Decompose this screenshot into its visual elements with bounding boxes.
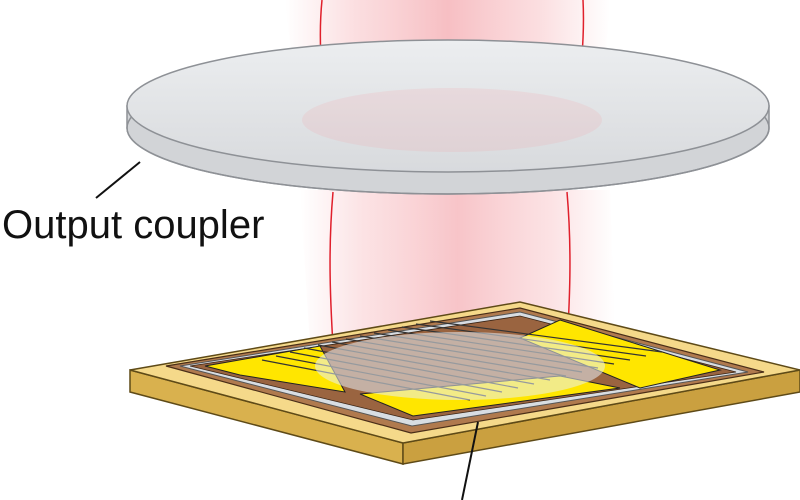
output-coupler-label: Output coupler xyxy=(2,203,264,247)
left-electrode xyxy=(204,345,346,393)
output-coupler-disk xyxy=(126,39,770,195)
chip-package xyxy=(129,301,800,465)
output-coupler-leader-line xyxy=(95,161,141,199)
chip-leader-line xyxy=(461,421,479,500)
coupler-face xyxy=(126,39,770,173)
right-electrode xyxy=(518,319,722,389)
beam-footprint xyxy=(315,332,605,400)
